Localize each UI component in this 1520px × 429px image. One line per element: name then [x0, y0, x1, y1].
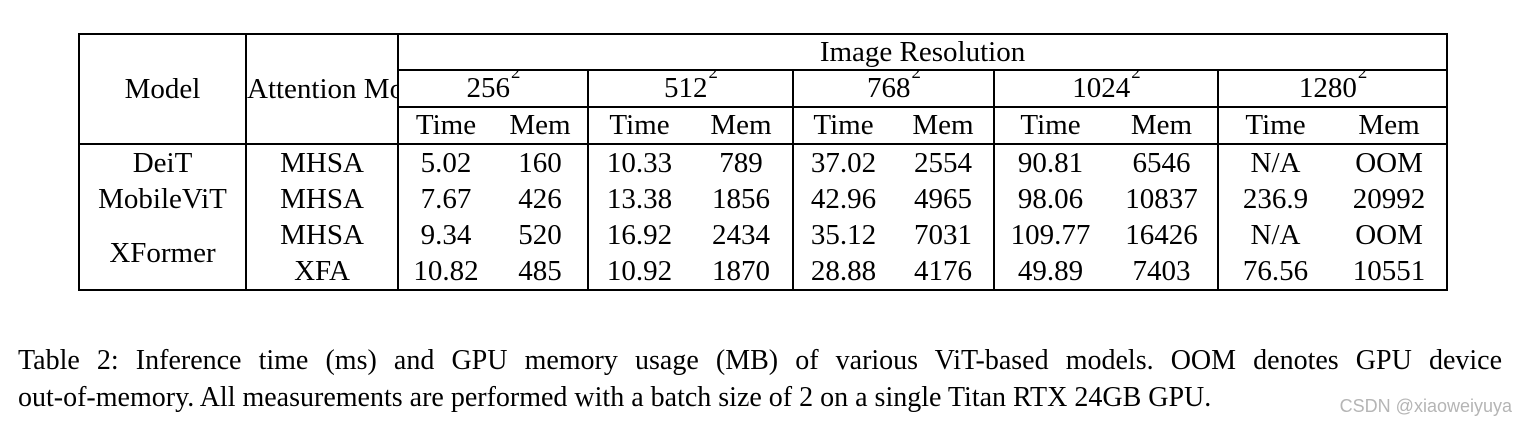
model-cell: DeiT	[79, 144, 247, 181]
header-mem-512-cell: Mem	[690, 107, 794, 145]
mem-256-cell: 426	[493, 181, 589, 217]
time-512-cell: 16.92	[606, 218, 673, 251]
results-table: Model Attention Module Image Resolution …	[78, 33, 1449, 291]
header-time-256-cell: Time	[398, 107, 493, 145]
row-deit: DeiT MHSA 5.02 160 10.33 789 37.02 2554 …	[79, 144, 1447, 181]
mem-768-cell: 4965	[893, 181, 995, 217]
row-xformer-mhsa: XFormer MHSA 9.34 520 16.92 2434 35.12 7…	[79, 217, 1447, 290]
time-768-cell: 28.88	[810, 254, 877, 287]
mem-1024-cell: 6546	[1106, 144, 1219, 181]
mem-1024-cell: 16426	[1106, 217, 1219, 253]
time-256-cell: 10.82	[413, 254, 479, 287]
row-xformer-xfa: XFA 10.82 485 10.92 1870 28.88 4176 49.8…	[79, 253, 1447, 290]
res-1280-base: 1280	[1298, 72, 1357, 104]
header-time-768-cell: Time	[793, 107, 893, 145]
time-512-cell: 10.33	[606, 146, 673, 179]
header-time-1280-cell: Time	[1218, 107, 1332, 145]
res-512-base: 512	[664, 72, 708, 104]
res-1024-base: 1024	[1072, 72, 1131, 104]
header-res-1280-cell: 12802	[1218, 70, 1448, 108]
row-mobilevit: MobileViT MHSA 7.67 426 13.38 1856 42.96…	[79, 181, 1447, 217]
time-1280-cell: 236.9	[1242, 182, 1309, 215]
mem-1024-cell: 7403	[1106, 253, 1219, 290]
attention-module-cell: XFA	[246, 253, 399, 290]
time-256-cell: 9.34	[420, 218, 472, 251]
mem-768-cell: 2554	[893, 144, 995, 181]
time-768-cell: 35.12	[810, 218, 877, 251]
attention-module-cell: MHSA	[246, 217, 399, 253]
time-1024-cell: 49.89	[1017, 254, 1084, 287]
header-time-1024-cell: Time	[994, 107, 1106, 145]
res-1024-exponent: 2	[1131, 70, 1141, 83]
res-768-exponent: 2	[911, 70, 921, 83]
time-512-cell: 10.92	[606, 254, 673, 287]
header-time-512-cell: Time	[588, 107, 690, 145]
header-row-1: Model Attention Module Image Resolution	[79, 34, 1448, 145]
mem-1280-cell: OOM	[1355, 218, 1423, 251]
mem-768-cell: 7031	[893, 217, 995, 253]
time-1280-cell: N/A	[1250, 218, 1301, 251]
time-256-cell: 5.02	[420, 146, 472, 179]
header-mem-1024-cell: Mem	[1106, 107, 1219, 145]
header-res-256-cell: 2562	[398, 70, 589, 108]
header-mem-256-cell: Mem	[493, 107, 589, 145]
res-1280-exponent: 2	[1357, 70, 1368, 83]
mem-512-cell: 1870	[690, 253, 794, 290]
header-mem-768-cell: Mem	[893, 107, 995, 145]
header-res-512-cell: 5122	[588, 70, 794, 108]
time-256-cell: 7.67	[420, 182, 472, 215]
time-1024-cell: 109.77	[1010, 218, 1091, 251]
res-768-base: 768	[867, 72, 911, 104]
mem-1280-cell: OOM	[1355, 146, 1423, 179]
mem-256-cell: 485	[493, 253, 589, 290]
header-res-1024-cell: 10242	[994, 70, 1219, 108]
model-cell: XFormer	[79, 217, 247, 290]
res-256-base: 256	[466, 72, 511, 104]
model-cell: MobileViT	[79, 181, 247, 217]
mem-512-cell: 1856	[690, 181, 794, 217]
attention-module-cell: MHSA	[246, 144, 399, 181]
time-1280-cell: N/A	[1250, 146, 1301, 179]
time-1024-cell: 98.06	[1017, 182, 1084, 215]
header-model-cell: Model	[79, 34, 247, 145]
time-1280-cell: 76.56	[1242, 254, 1309, 287]
mem-256-cell: 160	[493, 144, 589, 181]
header-res-768-cell: 7682	[793, 70, 995, 108]
time-768-cell: 42.96	[810, 182, 877, 215]
mem-768-cell: 4176	[893, 253, 995, 290]
mem-256-cell: 520	[493, 217, 589, 253]
mem-1280-cell: 20992	[1352, 182, 1426, 215]
header-image-resolution-cell: Image Resolution	[398, 34, 1448, 71]
attention-module-cell: MHSA	[246, 181, 399, 217]
table-caption: Table 2: Inference time (ms) and GPU mem…	[18, 342, 1502, 416]
caption-line-1: Table 2: Inference time (ms) and GPU mem…	[18, 345, 1502, 376]
res-256-exponent: 2	[511, 70, 521, 83]
header-attention-module-cell: Attention Module	[246, 34, 399, 145]
header-mem-1280-cell: Mem	[1332, 107, 1448, 145]
time-1024-cell: 90.81	[1017, 146, 1084, 179]
time-768-cell: 37.02	[810, 146, 877, 179]
mem-512-cell: 789	[690, 144, 794, 181]
time-512-cell: 13.38	[606, 182, 673, 215]
header-row-2: 2562 5122 7682 10242 12802	[79, 70, 1448, 108]
res-512-exponent: 2	[708, 70, 718, 83]
mem-1024-cell: 10837	[1106, 181, 1219, 217]
header-row-3: Time Mem Time Mem Time Mem Time Mem Time…	[79, 107, 1448, 145]
mem-1280-cell: 10551	[1352, 254, 1426, 287]
caption-line-2: out-of-memory. All measurements are perf…	[18, 382, 1212, 413]
mem-512-cell: 2434	[690, 217, 794, 253]
watermark: CSDN @xiaoweiyuya	[1339, 396, 1512, 416]
